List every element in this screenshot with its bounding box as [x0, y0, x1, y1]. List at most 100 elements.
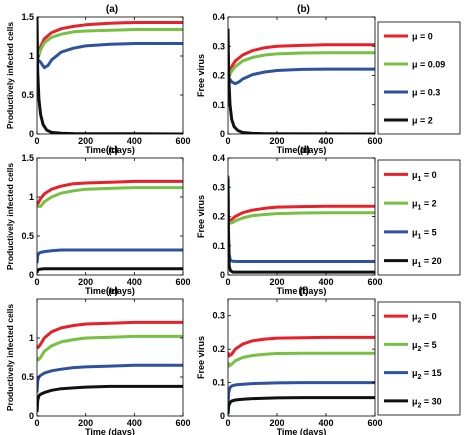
panel-f: (f) 0 200 400 600 0 0.1 0.2 0.3 Time (days) Free v… [196, 286, 461, 435]
x-tick-label: 200 [78, 136, 93, 146]
series-line-4 [37, 384, 183, 413]
x-tick-label: 0 [225, 277, 230, 287]
x-axis-label: Time (days) [85, 145, 135, 155]
series-line-2 [228, 351, 375, 368]
panel-d: (d) 0 200 400 600 0 0.1 0.2 0.3 0.4 Time (days) Fre… [196, 145, 461, 296]
legend-mu: μ [412, 256, 418, 266]
legend-value: = 5 [421, 227, 436, 237]
x-tick-label: 200 [269, 418, 284, 428]
panel-label: (f) [299, 286, 309, 297]
legend-box [377, 21, 461, 135]
x-axis-label: Time (days) [277, 427, 327, 435]
legend-label: μ1 = 0 [412, 170, 437, 183]
y-tick-label: 0.3 [212, 182, 225, 192]
series-line-1 [228, 43, 375, 77]
x-tick-label: 200 [78, 418, 93, 428]
y-tick-label: 0 [220, 270, 225, 280]
legend-box [377, 159, 461, 276]
y-tick-label: 0 [220, 411, 225, 421]
panel-e: (e) 0 200 400 600 0 0.5 1 Time (days) Productivel… [5, 286, 191, 435]
axes-frame [36, 157, 184, 276]
series-line-3 [228, 67, 375, 86]
x-tick-label: 0 [34, 418, 39, 428]
series-line-4 [37, 267, 183, 274]
legend-value: = 5 [421, 340, 436, 350]
x-tick-label: 200 [78, 277, 93, 287]
legend-mu: μ [412, 199, 418, 209]
series-line-2 [37, 334, 183, 362]
legend-value: = 20 [421, 256, 441, 266]
x-tick-label: 600 [175, 136, 190, 146]
series-line-2 [228, 51, 375, 77]
legend-subscript: 1 [418, 176, 422, 183]
legend-subscript: 2 [418, 318, 422, 325]
legend-label: μ1 = 20 [412, 256, 442, 269]
x-tick-label: 600 [175, 277, 190, 287]
y-tick-label: 0.1 [212, 100, 225, 110]
y-tick-label: 1 [29, 51, 34, 61]
y-tick-label: 0.4 [212, 153, 225, 163]
series-line-3 [37, 248, 183, 264]
y-tick-label: 0.1 [212, 378, 225, 388]
x-tick-label: 0 [34, 136, 39, 146]
y-tick-label: 0.5 [21, 90, 34, 100]
series-line-1 [37, 320, 183, 349]
legend-subscript: 2 [418, 374, 422, 381]
x-tick-label: 400 [127, 418, 142, 428]
legend-box [377, 301, 461, 416]
x-axis-label: Time (days) [85, 286, 135, 296]
panel-label: (d) [297, 145, 310, 156]
series-line-1 [228, 204, 375, 223]
series-line-1 [228, 335, 375, 358]
x-tick-label: 400 [318, 136, 333, 146]
series-line-4 [37, 17, 183, 134]
legend-subscript: 1 [418, 262, 422, 269]
y-tick-label: 0.4 [212, 12, 225, 22]
x-tick-label: 0 [225, 136, 230, 146]
panel-label: (a) [106, 4, 118, 15]
x-tick-label: 600 [367, 136, 382, 146]
axes-frame [36, 298, 184, 417]
y-tick-label: 1.5 [21, 153, 34, 163]
axes-frame [36, 16, 184, 135]
legend-mu: μ [412, 170, 418, 180]
x-tick-label: 400 [318, 418, 333, 428]
legend-label: μ2 = 15 [412, 368, 442, 381]
y-tick-label: 0.1 [212, 241, 225, 251]
legend-label: μ = 2 [412, 116, 433, 126]
legend-label: μ2 = 30 [412, 396, 442, 409]
x-tick-label: 400 [318, 277, 333, 287]
x-tick-label: 200 [269, 136, 284, 146]
panel-label: (b) [297, 4, 310, 15]
legend-mu: μ [412, 396, 418, 406]
series-line-3 [228, 381, 375, 407]
panel-label: (c) [106, 145, 118, 156]
y-tick-label: 0.5 [21, 372, 34, 382]
panel-label: (e) [106, 286, 118, 297]
x-tick-label: 0 [225, 418, 230, 428]
legend-subscript: 1 [418, 205, 422, 212]
series-line-4 [228, 28, 375, 134]
legend-mu: μ [412, 312, 418, 322]
y-tick-label: 0 [29, 270, 34, 280]
legend-label: μ = 0 [412, 32, 433, 42]
y-tick-label: 1.5 [21, 12, 34, 22]
y-axis-label: Free virus [196, 336, 206, 379]
legend-subscript: 1 [418, 233, 422, 240]
legend-value: = 15 [421, 368, 441, 378]
series-line-4 [228, 396, 375, 415]
panel-b: (b) 0 200 400 600 0 0.1 0.2 0.3 0.4 Time (days) Fre… [196, 4, 461, 155]
series-line-1 [37, 179, 183, 206]
legend-label: μ1 = 2 [412, 199, 437, 212]
y-tick-label: 0.2 [212, 212, 225, 222]
x-tick-label: 200 [269, 277, 284, 287]
legend-label: μ = 0.3 [412, 88, 440, 98]
legend-mu: μ [412, 340, 418, 350]
y-tick-label: 0 [29, 129, 34, 139]
y-axis-label: Productively infected cells [5, 22, 15, 130]
series-line-4 [228, 178, 375, 274]
y-tick-label: 1 [29, 192, 34, 202]
legend-mu: μ [412, 227, 418, 237]
